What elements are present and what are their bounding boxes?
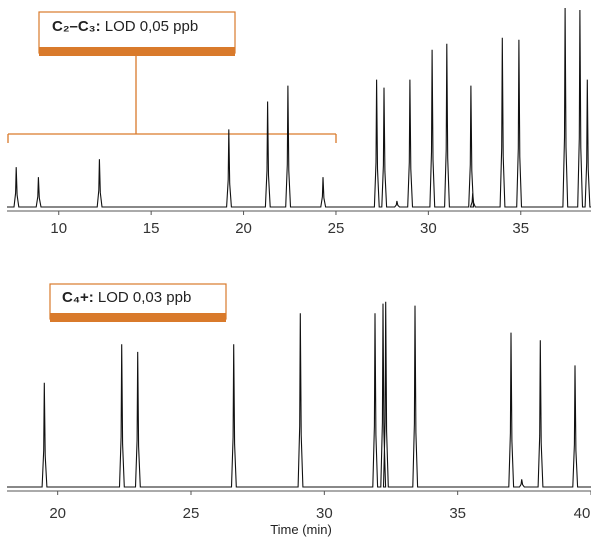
bottom-x-tick-label: 25 <box>183 505 200 522</box>
bottom-label-bold: C₄+: <box>62 289 94 306</box>
bottom-x-tick-label: 30 <box>316 505 333 522</box>
bottom-x-tick-label: 20 <box>49 505 66 522</box>
top-x-tick-label: 10 <box>50 220 67 237</box>
bottom-chromatogram-trace <box>7 301 591 488</box>
top-range-bracket <box>7 56 337 143</box>
top-label-text: C₂–C₃: LOD 0,05 ppb <box>52 18 198 35</box>
top-panel: 10 15 20 25 30 35 C₂–C₃: LOD 0,05 ppb <box>7 7 591 237</box>
bottom-x-ticks <box>57 491 591 495</box>
bottom-label-box: C₄+: LOD 0,03 ppb <box>49 283 227 322</box>
bottom-label-rest: LOD 0,03 ppb <box>94 289 192 306</box>
top-x-tick-label: 25 <box>328 220 345 237</box>
bottom-panel: 20 25 30 35 40 C₄+: LOD 0,03 ppb Time (min) <box>7 283 591 537</box>
top-label-bold: C₂–C₃: <box>52 18 101 35</box>
bottom-x-tick-label: 40 <box>574 505 591 522</box>
top-x-tick-label: 20 <box>235 220 252 237</box>
top-x-ticks <box>58 211 522 215</box>
top-x-tick-labels: 10 15 20 25 30 35 <box>50 220 529 237</box>
top-chromatogram-trace <box>7 7 591 208</box>
top-x-tick-label: 15 <box>143 220 160 237</box>
top-x-tick-label: 35 <box>512 220 529 237</box>
top-x-tick-label: 30 <box>420 220 437 237</box>
top-label-box: C₂–C₃: LOD 0,05 ppb <box>38 11 236 56</box>
bottom-x-tick-labels: 20 25 30 35 40 <box>49 505 590 522</box>
top-label-rest: LOD 0,05 ppb <box>101 18 199 35</box>
x-axis-title: Time (min) <box>270 522 332 537</box>
bottom-label-text: C₄+: LOD 0,03 ppb <box>62 289 191 306</box>
bottom-x-tick-label: 35 <box>449 505 466 522</box>
